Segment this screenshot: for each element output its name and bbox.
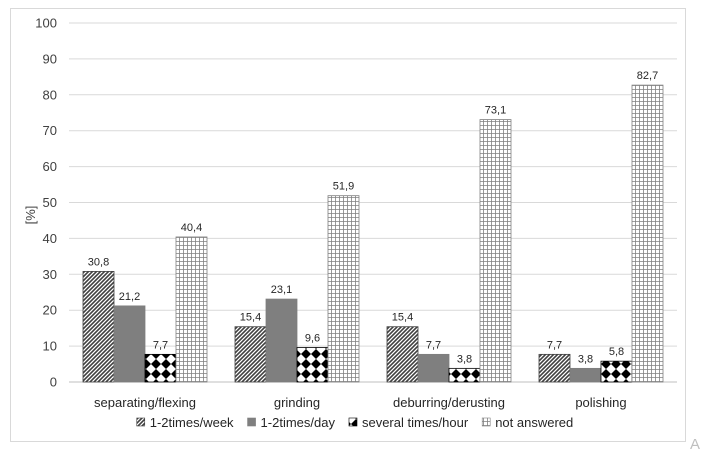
category-label: grinding <box>274 395 320 410</box>
bar-chart: 0 10 20 30 40 50 60 70 80 90 100 30,8 21,2 7,7 40,4 15… <box>23 16 677 430</box>
bar <box>631 84 664 383</box>
y-axis-title: [%] <box>23 206 38 225</box>
data-label: 15,4 <box>392 312 413 324</box>
data-label: 7,7 <box>547 339 562 351</box>
legend-label: 1-2times/week <box>150 415 234 430</box>
bar <box>417 353 450 383</box>
legend-swatch <box>136 417 146 427</box>
bar <box>479 119 512 383</box>
data-label: 7,7 <box>153 339 168 351</box>
y-tick-label: 0 <box>50 375 57 390</box>
y-tick-label: 80 <box>43 87 57 102</box>
data-label: 15,4 <box>240 312 261 324</box>
legend-label: 1-2times/day <box>261 415 336 430</box>
data-label: 21,2 <box>119 291 140 303</box>
y-tick-label: 60 <box>43 159 57 174</box>
data-label: 30,8 <box>88 256 109 268</box>
bar <box>234 326 267 383</box>
bar <box>386 326 419 383</box>
bar <box>82 271 115 383</box>
bar <box>113 305 146 383</box>
legend-swatch <box>348 417 358 427</box>
data-labels: 30,8 21,2 7,7 40,4 15,4 23,1 9,6 51,9 15,4 7,7 3,8… <box>88 70 658 365</box>
bar <box>569 367 602 383</box>
y-axis: 0 10 20 30 40 50 60 70 80 90 100 <box>35 16 57 390</box>
legend-item: 1-2times/day <box>247 415 336 430</box>
legend-item: several times/hour <box>348 415 469 430</box>
legend-swatch <box>481 417 491 427</box>
data-label: 51,9 <box>333 181 354 193</box>
data-label: 23,1 <box>271 284 292 296</box>
data-label: 3,8 <box>578 353 593 365</box>
legend: 1-2times/week 1-2times/day several times/h… <box>136 415 573 430</box>
legend-item: 1-2times/week <box>136 415 234 430</box>
bar <box>327 195 360 383</box>
bars <box>82 84 664 383</box>
legend-label: several times/hour <box>362 415 469 430</box>
y-tick-label: 90 <box>43 51 57 66</box>
category-label: separating/flexing <box>94 395 196 410</box>
bar <box>144 353 177 383</box>
y-tick-label: 50 <box>43 195 57 210</box>
data-label: 5,8 <box>609 346 624 358</box>
data-label: 3,8 <box>457 353 472 365</box>
category-label: polishing <box>575 395 626 410</box>
bar <box>538 353 571 383</box>
data-label: 73,1 <box>485 105 506 117</box>
data-label: 7,7 <box>426 339 441 351</box>
legend-item: not answered <box>481 415 573 430</box>
gridlines <box>69 22 677 383</box>
data-label: 9,6 <box>305 333 320 345</box>
y-tick-label: 20 <box>43 303 57 318</box>
bar <box>448 367 481 383</box>
legend-label: not answered <box>495 415 573 430</box>
bar <box>265 298 298 383</box>
x-axis: separating/flexing grinding deburring/deru… <box>94 395 627 410</box>
category-label: deburring/derusting <box>393 395 505 410</box>
data-label: 40,4 <box>181 222 202 234</box>
bar <box>296 347 329 383</box>
y-tick-label: 10 <box>43 339 57 354</box>
data-label: 82,7 <box>637 70 658 82</box>
y-tick-label: 100 <box>35 16 57 31</box>
legend-swatch <box>247 417 256 427</box>
bar <box>175 236 208 383</box>
y-tick-label: 30 <box>43 267 57 282</box>
y-tick-label: 70 <box>43 123 57 138</box>
y-tick-label: 40 <box>43 231 57 246</box>
corner-mark: A <box>690 436 700 453</box>
bar <box>600 360 633 383</box>
chart-frame: 0 10 20 30 40 50 60 70 80 90 100 30,8 21,2 7,7 40,4 15… <box>10 8 686 442</box>
